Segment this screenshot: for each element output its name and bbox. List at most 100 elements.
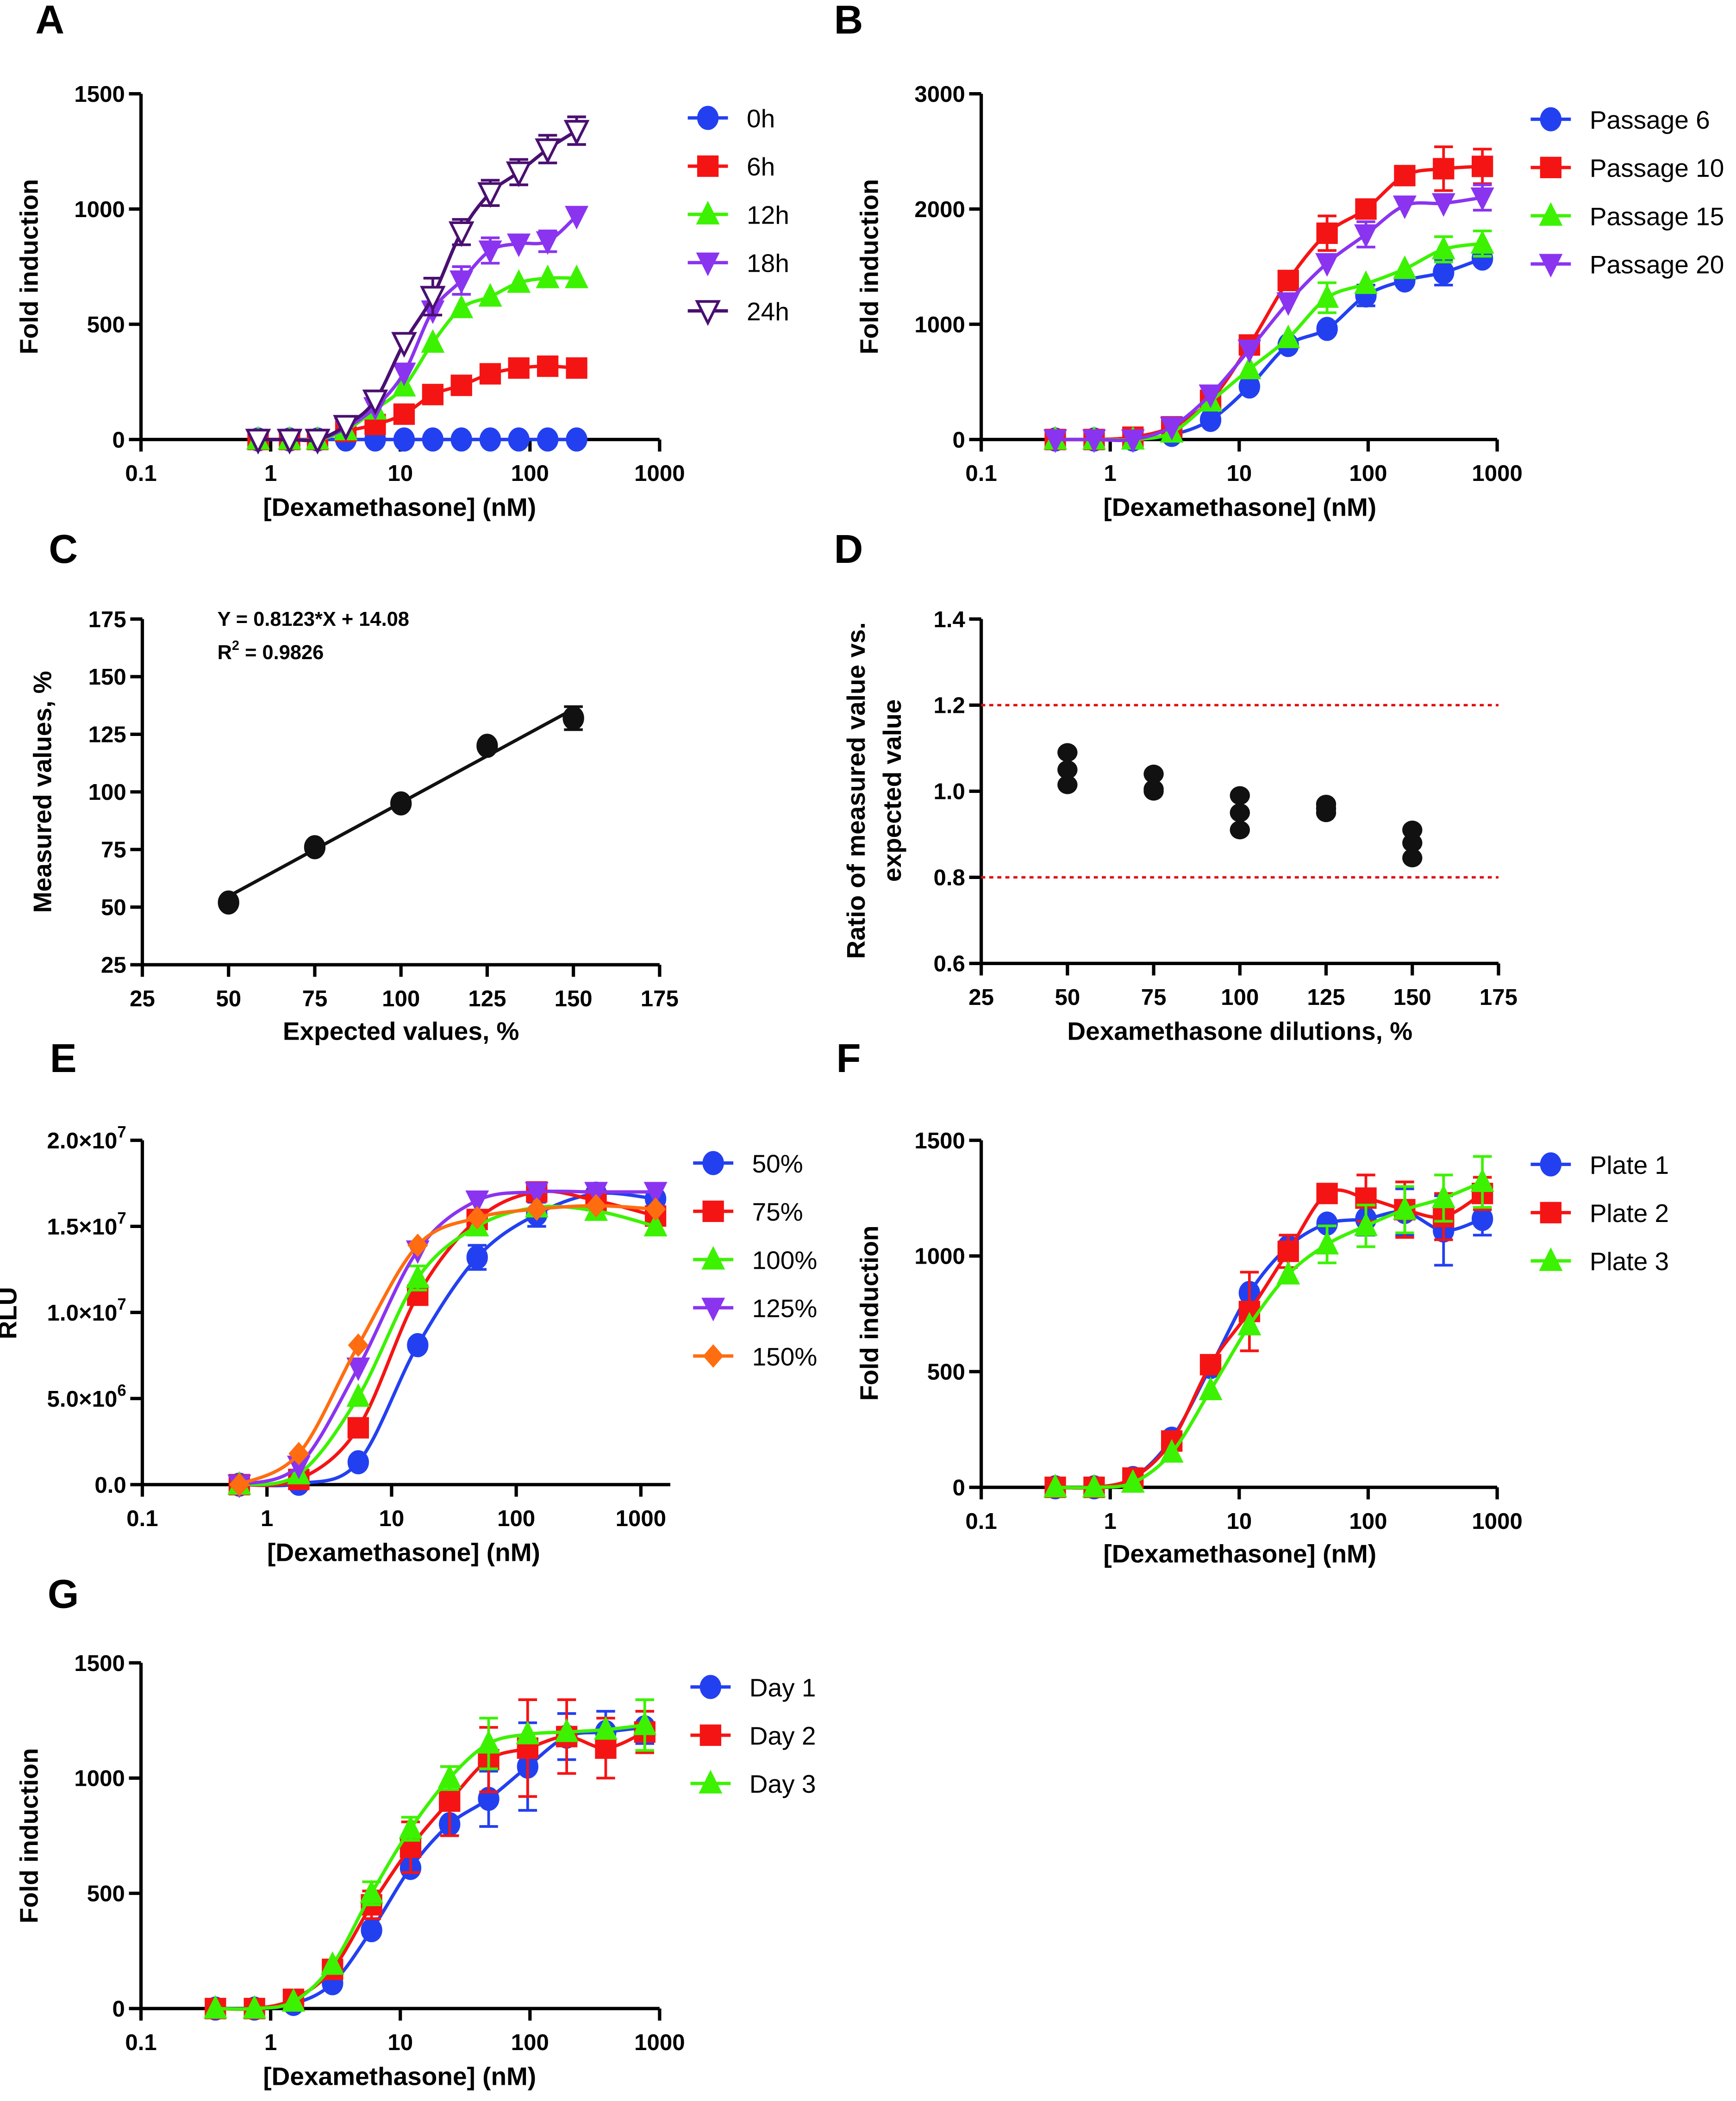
series-day-2: [205, 1698, 656, 2020]
legend-item: 6h: [687, 152, 775, 181]
legend-marker: [695, 300, 721, 326]
y-axis-label: Fold induction: [15, 179, 44, 355]
x-tick-label: 1000: [1472, 1509, 1522, 1534]
data-point: [1316, 803, 1336, 823]
data-point: [1082, 429, 1106, 453]
data-point: [333, 415, 359, 441]
x-tick-label: 100: [497, 1506, 535, 1531]
y-tick-mantissa: 1.0×10: [47, 1300, 118, 1326]
panel-label: B: [834, 0, 863, 42]
y-tick-label: 150: [88, 664, 126, 690]
x-tick-label: 10: [387, 461, 413, 486]
data-point: [1354, 1212, 1378, 1236]
data-point: [1082, 1473, 1106, 1497]
data-point: [1276, 1261, 1300, 1285]
data-point: [1402, 820, 1423, 840]
fit-curve: [239, 1189, 656, 1487]
data-point: [595, 1737, 617, 1759]
x-tick-label: 100: [1349, 461, 1387, 486]
panel-label: D: [834, 527, 863, 572]
legend-marker: [697, 106, 719, 130]
y-tick-label: 2.0×107: [47, 1124, 126, 1153]
r2-superscript: 2: [232, 638, 239, 653]
fit-curve: [1055, 257, 1483, 442]
data-point: [508, 357, 530, 379]
y-tick-label: 1.0: [933, 779, 965, 804]
y-tick-label: 125: [88, 722, 126, 748]
data-point: [584, 1182, 608, 1206]
x-tick-label: 10: [1226, 1509, 1252, 1534]
fit-curve: [239, 1204, 656, 1486]
data-point: [645, 1197, 666, 1221]
data-point: [643, 1213, 668, 1237]
data-point: [1316, 222, 1338, 244]
legend-item: Day 2: [690, 1721, 816, 1750]
series-passage-20: [1043, 183, 1494, 453]
legend-marker: [1540, 1152, 1562, 1177]
data-point: [1355, 198, 1377, 220]
data-point: [536, 264, 560, 288]
data-point: [1431, 193, 1455, 217]
panel-label: F: [837, 1036, 861, 1081]
data-point: [1431, 236, 1455, 260]
data-point: [399, 1815, 423, 1839]
legend-item: 50%: [693, 1149, 803, 1178]
data-point: [477, 182, 503, 208]
y-tick-exponent: 7: [117, 1210, 126, 1228]
data-point: [1393, 1196, 1417, 1220]
data-point: [478, 283, 502, 307]
data-point: [437, 1764, 462, 1789]
legend-marker: [702, 1151, 724, 1175]
legend-label: Day 3: [749, 1770, 816, 1798]
y-tick-exponent: 7: [117, 1124, 126, 1141]
legend-marker: [1539, 254, 1563, 278]
legend-item: 0h: [687, 104, 775, 133]
legend-label: 100%: [752, 1246, 818, 1274]
data-point: [281, 1988, 306, 2012]
x-tick-label: 100: [1221, 985, 1259, 1010]
y-axis-label: expected value: [878, 699, 906, 882]
x-tick-label: 100: [511, 2030, 549, 2055]
x-tick-label: 150: [555, 986, 593, 1011]
legend-item: Plate 2: [1530, 1199, 1669, 1228]
data-point: [1143, 764, 1164, 784]
data-point: [243, 1995, 267, 2019]
data-point: [1276, 292, 1300, 316]
fit-curve: [1055, 1188, 1484, 1490]
data-point: [633, 1711, 657, 1735]
data-point: [1230, 803, 1250, 823]
legend-label: Day 2: [749, 1721, 816, 1750]
data-point: [320, 1951, 344, 1975]
data-point: [1316, 317, 1338, 341]
data-point: [1315, 253, 1339, 277]
data-point: [422, 384, 444, 405]
data-point: [390, 791, 412, 816]
data-point: [1199, 1354, 1222, 1376]
data-point: [466, 1245, 488, 1270]
data-point: [1316, 1183, 1338, 1204]
data-point: [1277, 1241, 1299, 1262]
legend-label: 150%: [752, 1342, 818, 1371]
x-tick-label: 1000: [634, 2030, 685, 2055]
fit-curve: [238, 1190, 656, 1486]
data-point: [362, 389, 388, 416]
x-tick-label: 100: [382, 986, 420, 1011]
data-point: [563, 120, 590, 146]
legend-marker: [1540, 1202, 1562, 1223]
legend-label: 24h: [747, 297, 789, 326]
series-plate-3: [1043, 1155, 1494, 1497]
data-point: [535, 138, 561, 164]
data-point: [1315, 1231, 1339, 1255]
legend-item: 12h: [687, 200, 789, 229]
panel-d: D 25 50 75 100 125 150 175 0.6 0.8 1.0 1.2 1.4 Dexame…: [834, 527, 1517, 1046]
y-axis-label: Fold induction: [15, 1748, 44, 1923]
series-12h: [246, 264, 589, 450]
legend-marker: [703, 1344, 724, 1368]
data-point: [526, 1197, 547, 1221]
legend-label: Plate 1: [1590, 1151, 1669, 1179]
y-tick-label: 175: [88, 607, 126, 632]
data-point: [1057, 775, 1078, 794]
x-tick-label: 0.1: [125, 461, 156, 486]
data-point: [360, 1880, 384, 1904]
legend-label: 0h: [747, 104, 775, 133]
